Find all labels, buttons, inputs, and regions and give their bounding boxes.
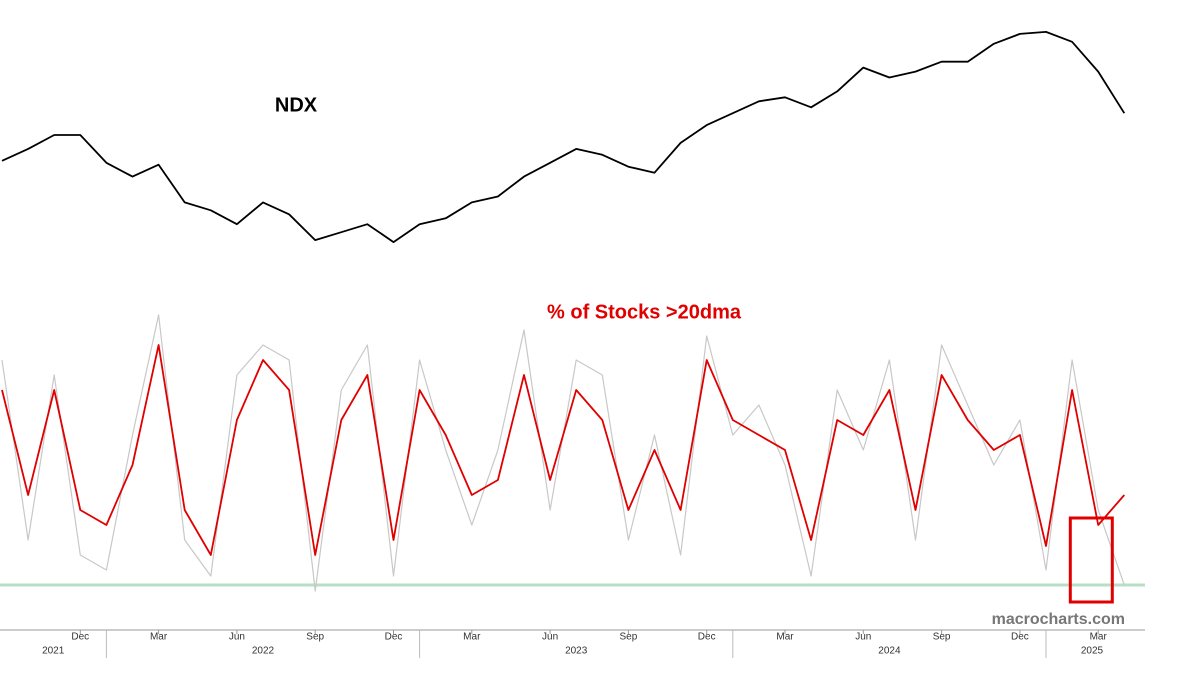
series-line (1, 314, 1125, 592)
x-tick-label: Dec (385, 632, 403, 643)
x-tick-label: Dec (1011, 632, 1029, 643)
x-tick-label: Mar (463, 632, 481, 643)
chart-title: % of Stocks >20dma (547, 301, 742, 323)
watermark: macrocharts.com (992, 611, 1125, 628)
x-tick-label: Dec (698, 632, 716, 643)
year-label: 2025 (1081, 646, 1104, 657)
series-line (1, 344, 1125, 556)
chart-title: NDX (275, 94, 318, 116)
x-tick-label: Mar (150, 632, 168, 643)
year-label: 2021 (42, 646, 65, 657)
x-tick-label: Jun (229, 632, 245, 643)
x-tick-label: Sep (933, 632, 951, 643)
series-line (1, 31, 1126, 243)
x-tick-label: Mar (1090, 632, 1108, 643)
x-tick-label: Jun (855, 632, 871, 643)
x-tick-label: Sep (306, 632, 324, 643)
year-label: 2022 (252, 646, 275, 657)
x-tick-label: Sep (620, 632, 638, 643)
year-label: 2024 (878, 646, 901, 657)
x-tick-label: Mar (776, 632, 794, 643)
highlight-box (1068, 516, 1114, 604)
x-tick-label: Jun (542, 632, 558, 643)
x-tick-label: Dec (71, 632, 89, 643)
year-label: 2023 (565, 646, 588, 657)
